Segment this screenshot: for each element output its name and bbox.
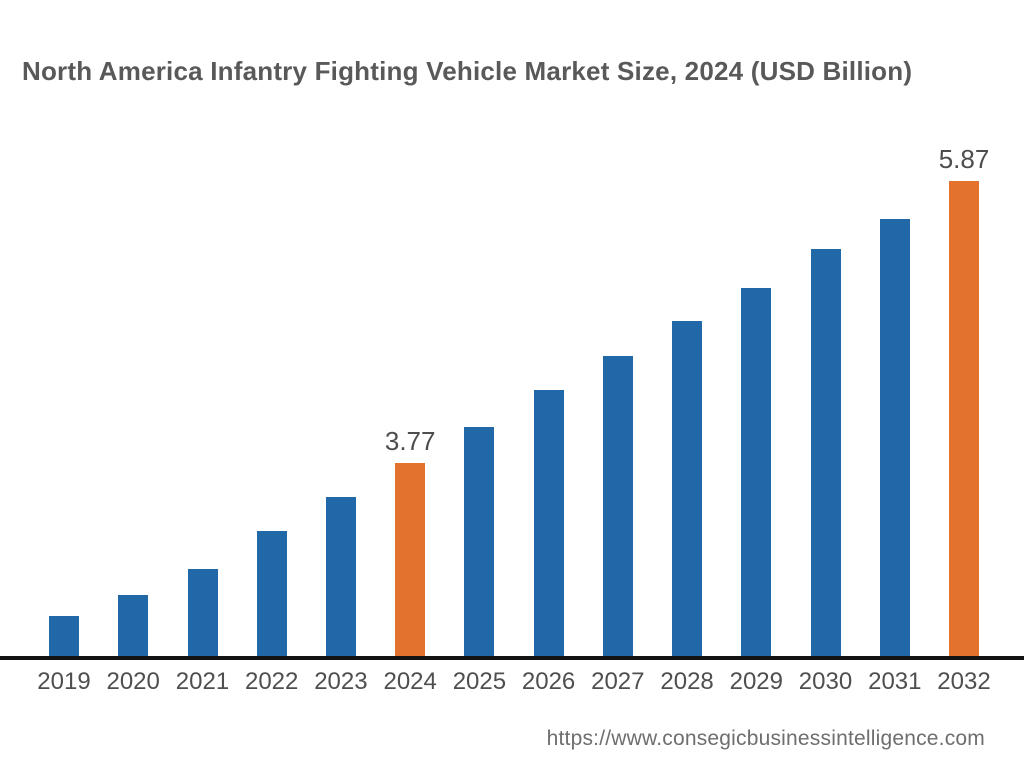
x-tick-2022: 2022 (244, 668, 299, 695)
x-tick-2023: 2023 (314, 668, 368, 695)
bar-2021 (187, 569, 218, 658)
bar-2025 (464, 427, 495, 658)
x-tick-2019: 2019 (37, 668, 91, 695)
plot-area: 3.77 5.87 (0, 140, 1024, 660)
bar-value-label-2032: 5.87 (938, 144, 990, 174)
bar-2029 (741, 288, 772, 658)
bar-2020 (118, 595, 149, 658)
bar-2031 (879, 219, 910, 658)
bar-2022 (256, 531, 287, 658)
x-tick-2028: 2028 (660, 668, 714, 695)
x-axis-line (0, 656, 1024, 660)
x-tick-2031: 2031 (868, 668, 922, 695)
x-axis-tick-labels: 2019 2020 2021 2022 2023 2024 2025 2026 2027 2028… (0, 668, 1024, 698)
chart-title: North America Infantry Fighting Vehicle … (22, 56, 913, 86)
x-tick-2029: 2029 (729, 668, 783, 695)
x-tick-2030: 2030 (798, 668, 853, 695)
x-tick-2021: 2021 (175, 668, 230, 695)
x-tick-2025: 2025 (452, 668, 507, 695)
bar-2019 (49, 616, 79, 658)
bar-2023 (325, 497, 356, 658)
x-tick-2024: 2024 (383, 668, 437, 695)
bar-2032 (949, 181, 979, 658)
x-tick-2020: 2020 (106, 668, 160, 695)
bar-2026 (533, 390, 564, 658)
source-url: https://www.consegicbusinessintelligence… (546, 727, 985, 750)
bar-value-label-2024: 3.77 (384, 426, 436, 456)
bar-2027 (602, 356, 633, 658)
x-tick-2032: 2032 (937, 668, 991, 695)
x-tick-2026: 2026 (521, 668, 576, 695)
x-tick-2027: 2027 (591, 668, 645, 695)
bar-2024 (395, 463, 426, 658)
bar-2030 (810, 249, 841, 658)
bar-2028 (672, 321, 703, 658)
